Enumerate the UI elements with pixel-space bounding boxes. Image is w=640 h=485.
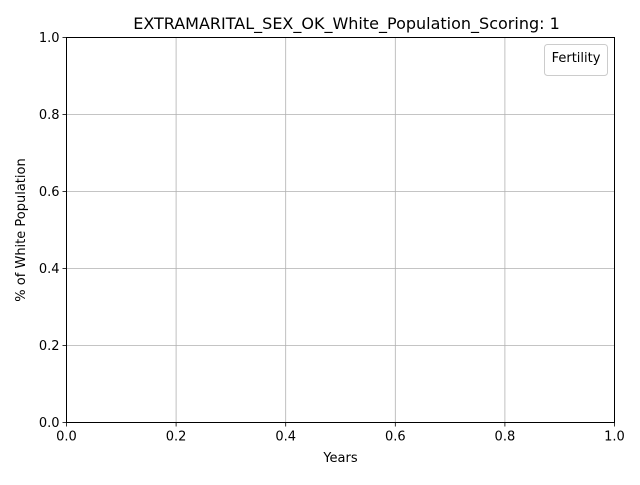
y-axis-label: % of White Population bbox=[14, 158, 29, 301]
x-tick-label: 0.4 bbox=[275, 430, 296, 445]
x-tick-label: 0.8 bbox=[495, 430, 516, 445]
y-tick-label: 0.2 bbox=[39, 339, 60, 354]
y-tick-label: 1.0 bbox=[39, 31, 60, 46]
x-tick-label: 1.0 bbox=[604, 430, 625, 445]
plot-frame bbox=[66, 37, 615, 423]
grid-lines bbox=[66, 37, 615, 423]
legend: Fertility bbox=[544, 44, 608, 76]
legend-title: Fertility bbox=[552, 51, 601, 66]
x-axis-label: Years bbox=[322, 451, 358, 466]
x-tick-label: 0.2 bbox=[166, 430, 187, 445]
y-tick-label: 0.8 bbox=[39, 108, 60, 123]
y-tick-label: 0.0 bbox=[39, 416, 60, 431]
x-tick-label: 0.0 bbox=[56, 430, 77, 445]
chart-title: EXTRAMARITAL_SEX_OK_White_Population_Sco… bbox=[133, 14, 560, 34]
legend-box bbox=[544, 44, 608, 76]
x-tick-label: 0.6 bbox=[385, 430, 406, 445]
axis-ticks: 0.0 0.2 0.4 0.6 0.8 1.0 0.0 0.2 0.4 0.6 0.8 1.0 bbox=[39, 31, 625, 445]
y-tick-label: 0.6 bbox=[39, 185, 60, 200]
y-tick-label: 0.4 bbox=[39, 262, 60, 277]
